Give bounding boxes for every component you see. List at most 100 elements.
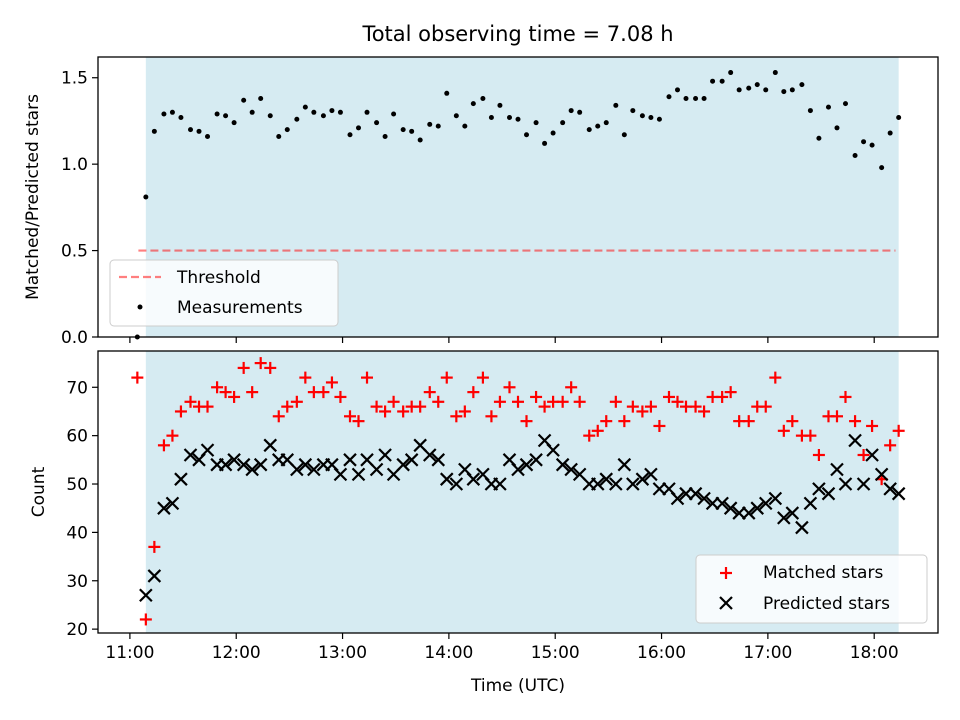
matched-star-point (290, 395, 303, 408)
measurement-point (178, 114, 184, 120)
matched-star-point (565, 381, 578, 394)
measurement-point (480, 95, 486, 101)
measurement-point (701, 95, 707, 101)
predicted-star-point (715, 496, 729, 511)
measurements-legend-marker (137, 304, 143, 310)
measurement-point (719, 78, 725, 84)
measurement-point (630, 108, 636, 114)
measurement-point (374, 120, 380, 126)
measurement-point (267, 113, 273, 119)
predicted-star-point (741, 506, 756, 520)
measurement-point (896, 114, 902, 120)
ratio-x-ticks (129, 337, 875, 343)
ratio-panel: 0.0 0.5 1.0 1.5 Matched/Predicted stars Thr… (23, 56, 939, 348)
matched-star-point (759, 400, 772, 413)
matched-star-point (272, 410, 285, 423)
matched-star-point (583, 429, 596, 442)
predicted-star-point (590, 477, 605, 491)
matched-star-point (892, 424, 905, 437)
predicted-star-point (174, 472, 188, 486)
matched-star-point (857, 448, 870, 461)
measurement-point (196, 128, 202, 134)
measurement-point (249, 109, 255, 115)
measurement-point (462, 123, 468, 129)
measurement-point (444, 90, 450, 96)
measurement-points (134, 70, 902, 340)
measurement-point (603, 120, 609, 126)
predicted-star-point (493, 477, 507, 491)
matched-star-point (653, 419, 666, 432)
predicted-star-point (688, 486, 703, 501)
measurement-point (409, 128, 415, 134)
predicted-star-point (396, 457, 410, 472)
matched-star-point (830, 410, 843, 423)
predicted-legend-label: Predicted stars (763, 594, 890, 614)
matched-star-point (184, 395, 197, 408)
matched-star-point (281, 400, 294, 413)
measurement-point (329, 108, 335, 114)
matched-star-point (440, 371, 453, 384)
predicted-star-point (838, 477, 853, 491)
matched-star-point (804, 429, 817, 442)
ratio-y-tick-label: 1.5 (61, 69, 88, 89)
measurement-point (799, 82, 805, 88)
matched-star-point (556, 395, 569, 408)
predicted-star-point (555, 457, 570, 472)
measurement-point (488, 114, 494, 120)
predicted-star-point (758, 496, 773, 511)
ratio-y-ticks: 0.0 0.5 1.0 1.5 (61, 69, 98, 348)
measurement-point (586, 127, 592, 133)
measurement-point (223, 113, 229, 119)
predicted-star-point (652, 482, 667, 496)
predicted-star-point (750, 501, 765, 515)
measurement-point (470, 101, 476, 107)
predicted-star-point (626, 477, 640, 491)
matched-star-point (573, 395, 586, 408)
measurement-point (241, 97, 247, 103)
predicted-star-point (263, 438, 278, 453)
predicted-stars-points (139, 433, 906, 603)
matched-star-point (423, 386, 436, 399)
ratio-y-tick-label: 0.0 (61, 328, 88, 348)
matched-star-point (698, 405, 711, 418)
predicted-star-point (147, 569, 162, 583)
matched-star-point (211, 381, 224, 394)
measurement-point (861, 139, 867, 145)
count-x-ticks: 11:00 12:00 13:00 14:00 15:00 16:00 17:00 18:00 (105, 633, 899, 663)
measurement-point (284, 127, 290, 133)
predicted-star-point (511, 462, 525, 477)
matched-star-point (219, 386, 232, 399)
predicted-star-point (777, 511, 791, 525)
measurement-point (400, 127, 406, 133)
predicted-star-point (697, 491, 711, 506)
matched-star-point (671, 395, 684, 408)
measurement-point (205, 134, 211, 140)
measurement-point (879, 165, 885, 171)
matched-star-point (317, 386, 330, 399)
predicted-star-point (218, 457, 233, 472)
matched-star-point (458, 405, 471, 418)
measurement-point (231, 120, 237, 126)
predicted-star-point (609, 477, 623, 491)
matched-stars-points (131, 357, 905, 626)
matched-star-point (618, 415, 631, 428)
measurement-point (524, 132, 530, 138)
matched-star-point (512, 395, 524, 408)
count-y-ticks: 20 30 40 50 60 70 (66, 378, 98, 640)
count-x-tick-label: 15:00 (531, 643, 580, 663)
measurement-point (382, 134, 388, 140)
ratio-y-tick-label: 1.0 (61, 155, 88, 175)
predicted-star-point (795, 520, 809, 535)
matched-star-point (299, 371, 312, 384)
predicted-star-point (200, 443, 215, 457)
matched-star-point (334, 390, 347, 403)
predicted-star-point (874, 467, 889, 482)
count-x-tick-label: 18:00 (850, 643, 899, 663)
predicted-star-point (564, 462, 578, 477)
ratio-y-tick-label: 0.5 (61, 242, 88, 262)
matched-star-point (467, 386, 480, 399)
predicted-star-point (723, 501, 738, 515)
measurement-point (337, 109, 343, 115)
count-y-tick-label: 50 (66, 475, 88, 495)
predicted-star-point (644, 467, 658, 482)
